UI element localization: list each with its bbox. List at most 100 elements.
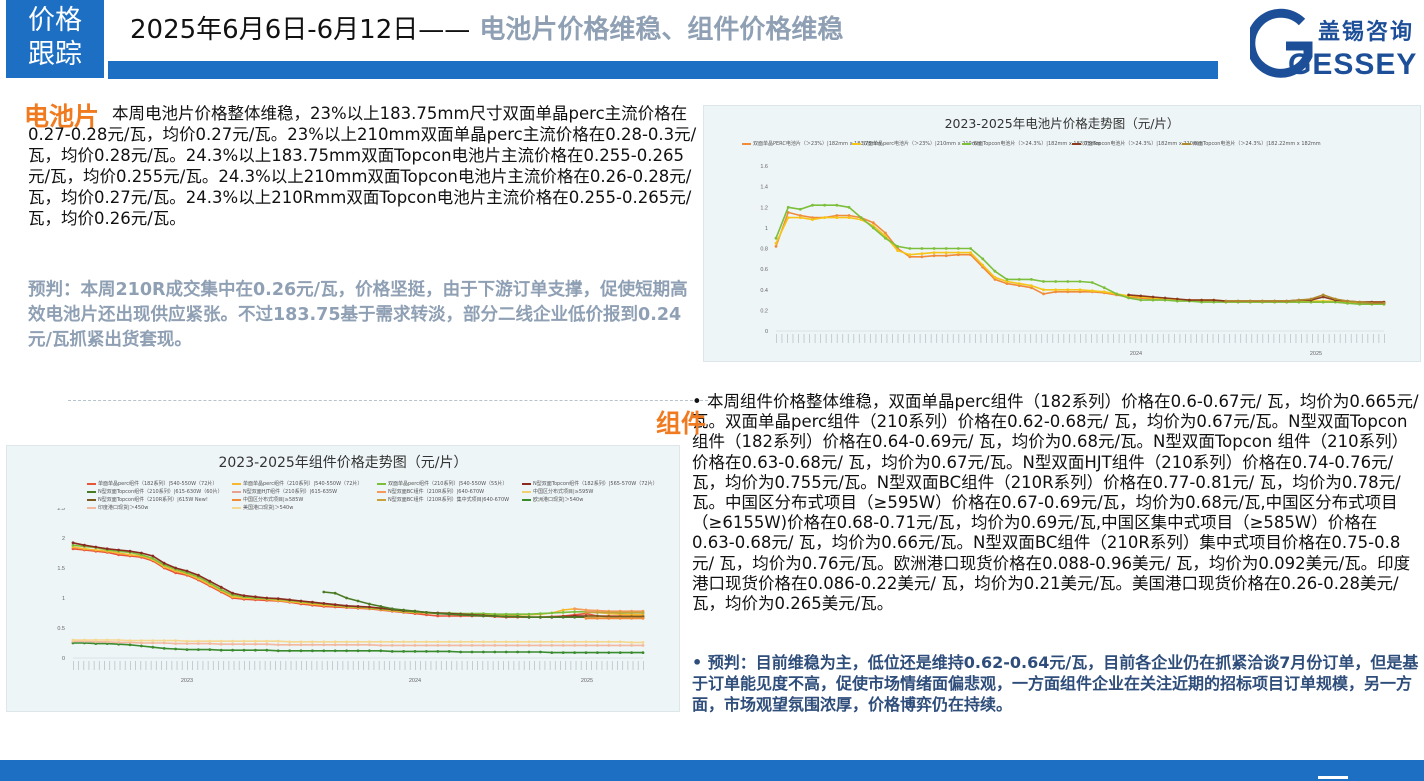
data-point <box>504 612 508 616</box>
header-bar <box>108 61 1218 79</box>
data-point <box>527 650 531 654</box>
data-point <box>584 611 588 614</box>
x-tick-label <box>482 661 484 670</box>
data-point <box>322 643 326 647</box>
x-tick-label <box>969 334 971 343</box>
x-tick-label <box>591 661 592 670</box>
x-tick-label <box>1328 334 1330 343</box>
data-point <box>197 573 200 577</box>
x-tick-label <box>798 334 799 343</box>
x-tick-label <box>275 661 276 670</box>
x-tick-label <box>1301 334 1302 343</box>
data-point <box>550 640 554 644</box>
x-tick-label <box>643 661 644 670</box>
x-tick-label <box>544 661 546 670</box>
data-point <box>596 644 599 647</box>
data-point <box>516 640 519 644</box>
data-point <box>1297 300 1301 304</box>
x-tick-label <box>936 334 938 343</box>
data-point <box>920 252 924 256</box>
data-point <box>573 651 576 654</box>
data-point <box>1017 278 1021 281</box>
data-point <box>1127 293 1130 297</box>
data-point <box>174 639 178 642</box>
x-tick-label <box>575 661 577 670</box>
x-tick-label <box>1140 334 1142 343</box>
data-point <box>1212 298 1216 302</box>
data-point <box>1017 284 1021 287</box>
y-tick-label: 1 <box>765 226 768 232</box>
data-point <box>140 644 143 648</box>
data-point <box>539 650 542 654</box>
x-tick-label <box>1361 334 1363 343</box>
legend-swatch <box>377 498 386 501</box>
y-tick-label: 0.8 <box>760 247 768 253</box>
data-point <box>1309 300 1313 304</box>
x-tick-label <box>820 334 822 343</box>
data-point <box>117 641 120 644</box>
data-point <box>847 216 851 219</box>
x-tick-label <box>1212 334 1214 343</box>
legend-swatch <box>377 482 386 485</box>
x-tick-label <box>1135 334 1137 343</box>
data-point <box>618 651 622 654</box>
logo-en-text: GESSEY <box>1288 48 1417 78</box>
x-tick-label <box>244 661 245 670</box>
x-tick-label <box>963 334 965 343</box>
legend-swatch <box>522 498 531 501</box>
x-tick-label <box>947 334 949 343</box>
x-tick-label <box>991 334 993 343</box>
x-tick-label <box>155 661 157 670</box>
x-tick-label <box>1190 334 1192 343</box>
data-point <box>242 639 246 643</box>
data-point <box>1042 280 1045 283</box>
data-point <box>786 216 790 219</box>
legend-swatch <box>522 490 531 493</box>
data-point <box>333 649 337 653</box>
data-point <box>219 588 223 591</box>
data-point <box>1163 296 1167 300</box>
data-point <box>151 641 155 645</box>
x-tick-label <box>1008 334 1009 343</box>
data-point <box>786 205 790 209</box>
x-tick-label <box>1207 334 1208 343</box>
series-line <box>586 615 643 618</box>
legend-entry: N型双面BC组件（210R系列）集中式项目|640-670W <box>377 496 509 503</box>
data-point <box>311 649 314 653</box>
data-point <box>641 651 645 654</box>
data-point <box>208 642 212 645</box>
data-point <box>447 650 451 653</box>
x-tick-label <box>430 661 432 670</box>
data-point <box>185 639 189 643</box>
data-point <box>128 639 132 642</box>
legend-label: N型双面Topcon组件（210R系列）|615W New! <box>98 497 208 503</box>
data-point <box>117 638 120 642</box>
data-point <box>561 615 565 619</box>
x-tick-label <box>836 334 838 343</box>
data-point <box>504 615 508 618</box>
legend-entry: 中国区分布式项目|≥595W <box>522 488 593 495</box>
data-point <box>174 642 178 645</box>
data-point <box>379 640 383 644</box>
data-point <box>71 638 75 642</box>
data-point <box>459 650 462 654</box>
x-tick-label <box>1074 334 1076 343</box>
data-point <box>379 644 383 647</box>
data-point <box>459 644 462 647</box>
data-point <box>550 611 554 615</box>
data-point <box>1358 302 1362 306</box>
x-tick-label <box>358 661 359 670</box>
x-tick-label <box>897 334 899 343</box>
legend-label: 双面Topcon电池片（＞24.3%）|182.22mm x 182mm <box>1193 141 1321 147</box>
data-point <box>607 651 611 654</box>
x-tick-label <box>269 661 271 670</box>
data-point <box>311 600 314 604</box>
data-point <box>288 598 291 602</box>
legend-swatch <box>87 498 96 501</box>
x-tick-label <box>1290 334 1291 343</box>
data-point <box>368 605 371 609</box>
data-point <box>811 218 814 221</box>
x-tick-label <box>1085 334 1087 343</box>
x-tick-label <box>233 661 235 670</box>
legend-label: 印度港口现货|＞450w <box>98 505 149 511</box>
